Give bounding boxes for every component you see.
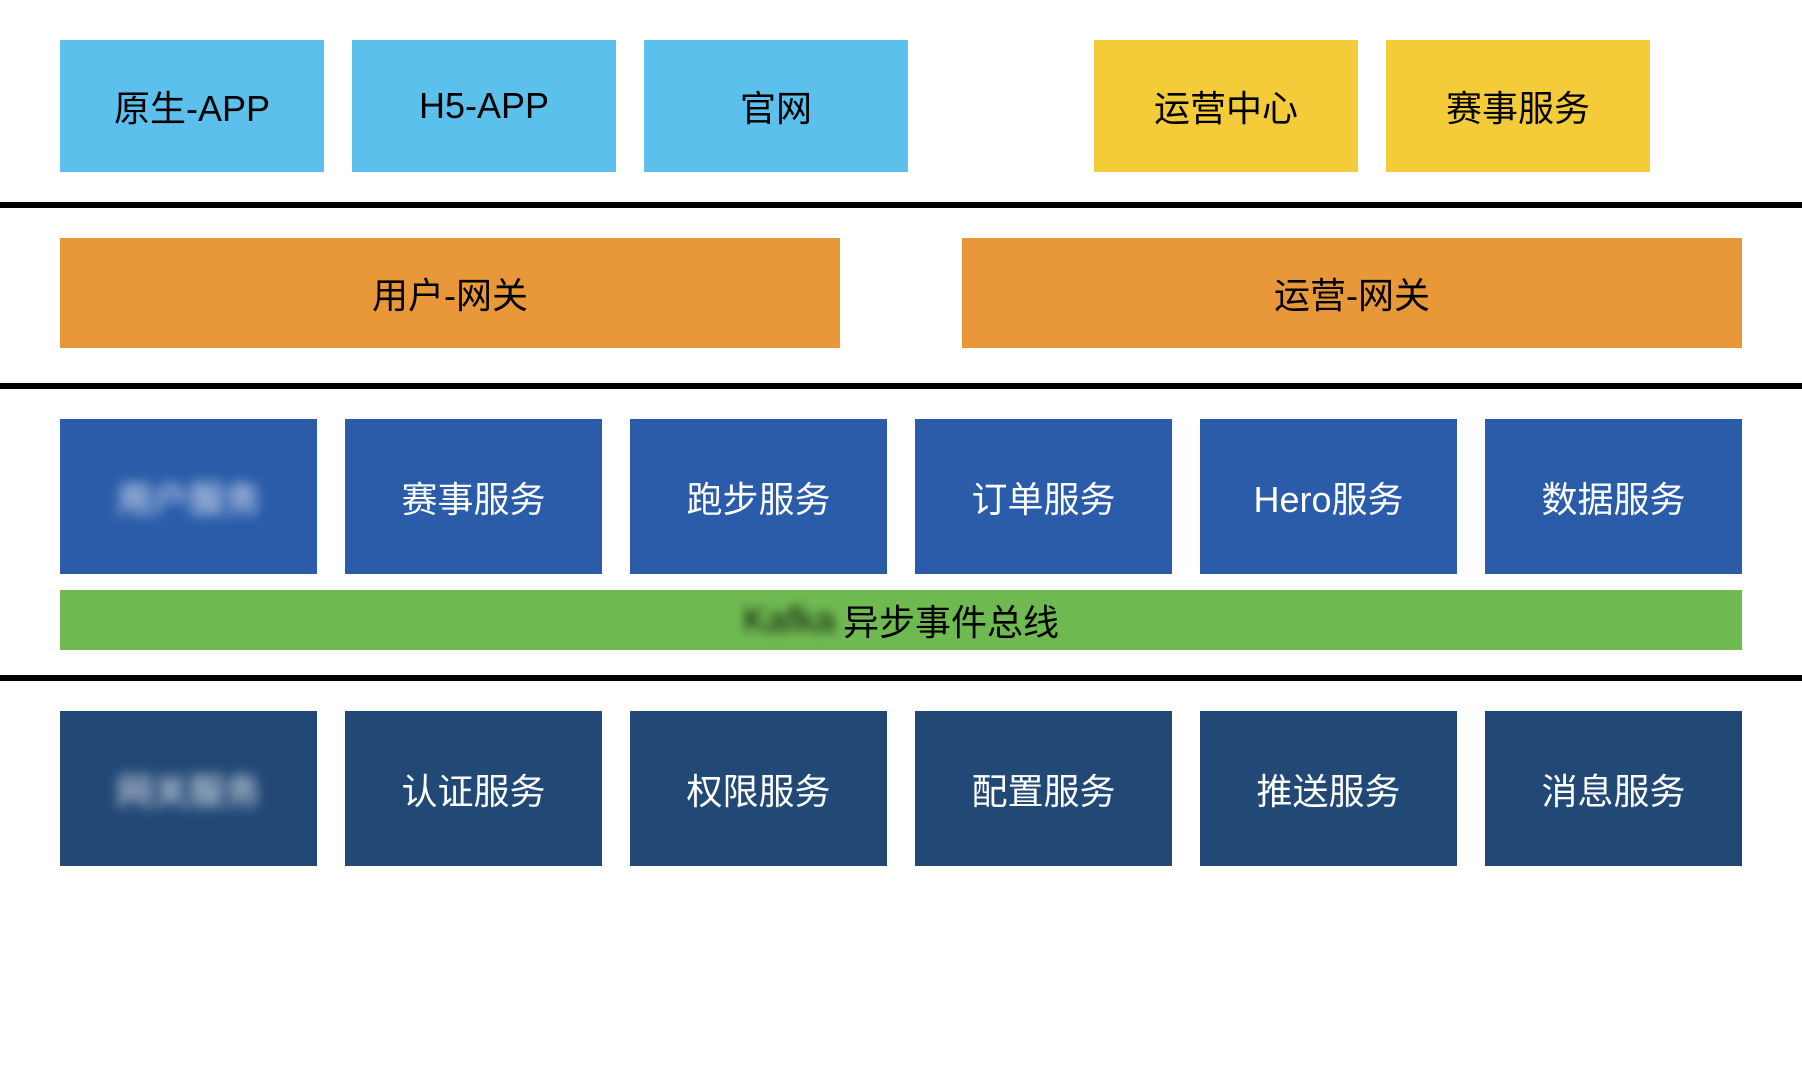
event-service-top-box: 赛事服务 <box>1386 40 1650 172</box>
operations-center-box: 运营中心 <box>1094 40 1358 172</box>
eventbus-row: Kafka 异步事件总线 <box>0 590 1802 650</box>
infra-label-4: 推送服务 <box>1256 763 1400 815</box>
website-box: 官网 <box>644 40 908 172</box>
native-app-box: 原生-APP <box>60 40 324 172</box>
infra-label-2: 权限服务 <box>686 763 830 815</box>
infra-services-row: 网关服务 认证服务 权限服务 配置服务 推送服务 消息服务 <box>0 711 1802 866</box>
h5-app-box: H5-APP <box>352 40 616 172</box>
service-box-2: 跑步服务 <box>630 419 887 574</box>
infra-box-1: 认证服务 <box>345 711 602 866</box>
divider-1 <box>0 202 1802 208</box>
infra-box-4: 推送服务 <box>1200 711 1457 866</box>
divider-3 <box>0 675 1802 681</box>
service-box-1: 赛事服务 <box>345 419 602 574</box>
service-label-0: 用户服务 <box>116 471 260 523</box>
infra-label-5: 消息服务 <box>1541 763 1685 815</box>
service-label-1: 赛事服务 <box>401 471 545 523</box>
service-box-5: 数据服务 <box>1485 419 1742 574</box>
infra-label-1: 认证服务 <box>401 763 545 815</box>
infra-box-0: 网关服务 <box>60 711 317 866</box>
h5-app-label: H5-APP <box>419 85 549 127</box>
infra-box-3: 配置服务 <box>915 711 1172 866</box>
website-label: 官网 <box>740 80 812 132</box>
eventbus-box: Kafka 异步事件总线 <box>60 590 1742 650</box>
service-box-0: 用户服务 <box>60 419 317 574</box>
service-box-4: Hero服务 <box>1200 419 1457 574</box>
top-spacer <box>936 40 1066 172</box>
infra-label-0: 网关服务 <box>116 763 260 815</box>
service-label-3: 订单服务 <box>971 471 1115 523</box>
eventbus-prefix: Kafka <box>743 599 835 641</box>
user-gateway-box: 用户-网关 <box>60 238 840 348</box>
user-gateway-label: 用户-网关 <box>372 267 528 319</box>
ops-gateway-box: 运营-网关 <box>962 238 1742 348</box>
divider-2 <box>0 383 1802 389</box>
operations-center-label: 运营中心 <box>1154 80 1298 132</box>
event-service-top-label: 赛事服务 <box>1446 80 1590 132</box>
service-box-3: 订单服务 <box>915 419 1172 574</box>
infra-box-5: 消息服务 <box>1485 711 1742 866</box>
infra-box-2: 权限服务 <box>630 711 887 866</box>
gateway-row: 用户-网关 运营-网关 <box>0 238 1802 348</box>
service-label-5: 数据服务 <box>1541 471 1685 523</box>
service-label-4: Hero服务 <box>1253 471 1403 523</box>
infra-label-3: 配置服务 <box>971 763 1115 815</box>
client-apps-row: 原生-APP H5-APP 官网 运营中心 赛事服务 <box>0 40 1802 172</box>
eventbus-label: 异步事件总线 <box>843 594 1059 646</box>
services-row: 用户服务 赛事服务 跑步服务 订单服务 Hero服务 数据服务 <box>0 419 1802 574</box>
gateway-spacer <box>868 238 934 348</box>
native-app-label: 原生-APP <box>114 80 270 132</box>
service-label-2: 跑步服务 <box>686 471 830 523</box>
ops-gateway-label: 运营-网关 <box>1274 267 1430 319</box>
